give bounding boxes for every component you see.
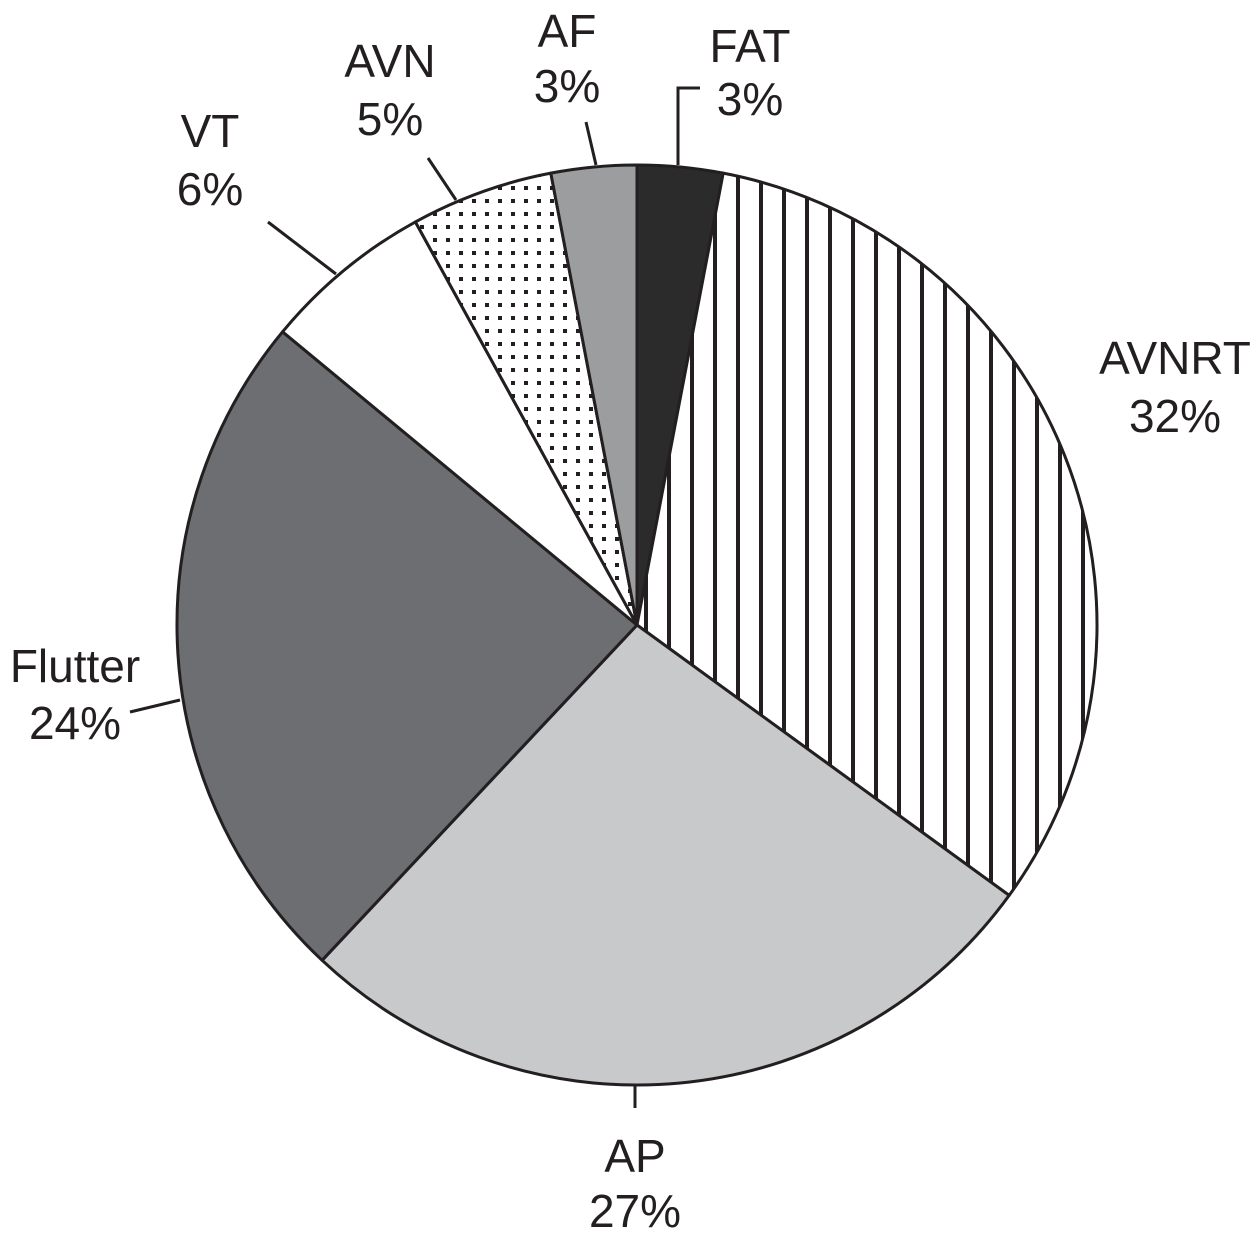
pie-slice	[320, 623, 1011, 1087]
slice-label: AP	[604, 1130, 665, 1182]
leader-line	[129, 698, 181, 714]
slice-label: AVNRT	[1099, 332, 1251, 384]
slice-value-label: 24%	[29, 697, 121, 749]
leader-line	[584, 121, 598, 166]
slice-label: Flutter	[10, 640, 140, 692]
leader-line	[267, 220, 337, 276]
slice-value-label: 32%	[1129, 390, 1221, 442]
pie-slice	[281, 220, 639, 627]
pie-slice	[549, 163, 639, 627]
pie-slice	[413, 171, 639, 627]
leader-line	[426, 157, 458, 201]
labels: FAT3%AVNRT32%AP27%Flutter24%VT6%AVN5%AF3…	[10, 5, 1251, 1237]
slice-value-label: 3%	[717, 73, 783, 125]
slice-value-label: 27%	[589, 1185, 681, 1237]
leader-line	[676, 86, 700, 165]
slice-label: AF	[538, 5, 597, 57]
pie-slice	[635, 171, 1099, 897]
slice-label: VT	[181, 105, 240, 157]
slice-value-label: 6%	[177, 163, 243, 215]
pie-slice	[175, 330, 639, 962]
slice-value-label: 3%	[534, 60, 600, 112]
slice-value-label: 5%	[357, 93, 423, 145]
slices	[175, 163, 1099, 1087]
slice-label: AVN	[344, 35, 435, 87]
slice-label: FAT	[710, 20, 791, 72]
